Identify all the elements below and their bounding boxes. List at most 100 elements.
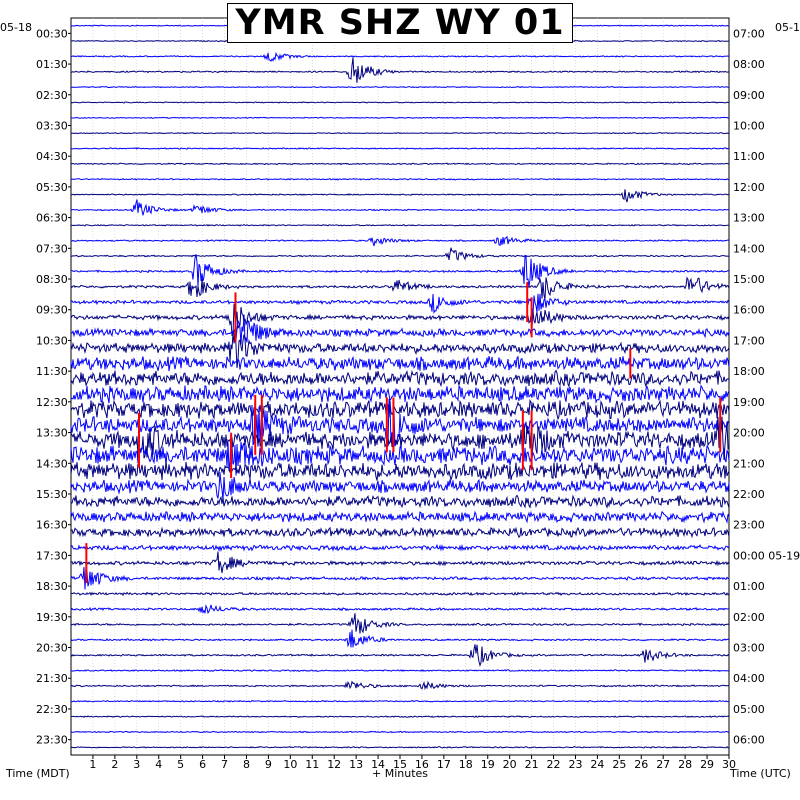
left-time-label: 07:30 (36, 242, 68, 255)
trace-row (70, 680, 730, 691)
left-time-label: 17:30 (36, 549, 68, 562)
right-time-label: 13:00 (733, 212, 765, 225)
x-tick-label: 24 (590, 758, 604, 771)
trace-row (70, 276, 730, 300)
x-tick-label: 22 (547, 758, 561, 771)
right-time-label: 10:00 (733, 119, 765, 132)
trace-row (70, 745, 729, 749)
trace-row (70, 199, 730, 216)
right-time-label: 12:00 (733, 181, 765, 194)
right-time-label: 11:00 (733, 150, 765, 163)
right-time-label: 16:00 (733, 304, 765, 317)
left-time-label: 06:30 (36, 212, 68, 225)
trace-row (70, 304, 730, 337)
trace-row (70, 57, 730, 83)
trace-row (70, 247, 730, 261)
x-tick-label: 2 (111, 758, 118, 771)
trace-row (70, 399, 730, 421)
trace-row (70, 669, 730, 673)
trace-row (70, 604, 730, 615)
trace-row (70, 510, 730, 524)
right-time-label: 17:00 (733, 334, 765, 347)
right-time-label: 23:00 (733, 519, 765, 532)
x-tick-label: 15 (393, 758, 407, 771)
trace-row (70, 51, 730, 62)
left-time-label: 05:30 (36, 181, 68, 194)
trace-row (70, 526, 730, 539)
x-tick-label: 3 (133, 758, 140, 771)
trace-row (70, 629, 730, 648)
time-labels: 00:30 01:30 02:30 03:30 04:30 05:30 06:30 07:30… (36, 27, 800, 746)
trace-row (70, 432, 730, 476)
left-time-label: 20:30 (36, 642, 68, 655)
right-time-label: 02:00 (733, 611, 765, 624)
trace-row (70, 293, 730, 315)
trace-row (70, 730, 730, 734)
right-time-label: 21:00 (733, 457, 765, 470)
x-ticks: 1 2 3 4 5 6 7 8 9 10 11 12 13 14 15 16 17 18 19 20 21 22 23 24 2… (89, 755, 736, 771)
left-time-label: 04:30 (36, 150, 68, 163)
chart-title: YMR SHZ WY 01 (227, 3, 573, 43)
trace-row (70, 384, 730, 404)
x-tick-label: 9 (265, 758, 272, 771)
trace-row (70, 101, 730, 104)
x-tick-label: 29 (700, 758, 714, 771)
trace-row (71, 85, 730, 89)
right-time-label: 20:00 (733, 427, 765, 440)
left-time-label: 09:30 (36, 304, 68, 317)
left-time-label: 11:30 (36, 365, 68, 378)
x-tick-label: 6 (199, 758, 206, 771)
trace-row (70, 355, 730, 372)
trace-row (70, 591, 730, 597)
x-tick-label: 26 (634, 758, 648, 771)
left-date-label: 05-18 (0, 21, 32, 34)
right-time-label: 18:00 (733, 365, 765, 378)
x-axis-label: + Minutes (372, 767, 429, 780)
x-tick-label: 12 (327, 758, 341, 771)
traces (70, 24, 730, 749)
right-time-label: 09:00 (733, 89, 765, 102)
right-time-label: 15:00 (733, 273, 765, 286)
trace-row (70, 494, 730, 509)
trace-row (71, 132, 730, 135)
left-time-label: 19:30 (36, 611, 68, 624)
x-tick-label: 28 (678, 758, 692, 771)
trace-row (70, 461, 730, 482)
left-time-label: 08:30 (36, 273, 68, 286)
trace-row (70, 416, 730, 461)
x-tick-label: 7 (221, 758, 228, 771)
x-tick-label: 30 (722, 758, 736, 771)
left-time-label: 01:30 (36, 58, 68, 71)
left-time-label: 14:30 (36, 457, 68, 470)
trace-row (70, 314, 730, 345)
right-time-label: 05:00 (733, 703, 765, 716)
right-time-label: 22:00 (733, 488, 765, 501)
x-tick-label: 8 (243, 758, 250, 771)
right-time-label: 08:00 (733, 58, 765, 71)
left-axis-label: Time (MDT) (6, 767, 70, 780)
x-tick-label: 4 (155, 758, 162, 771)
trace-row (70, 162, 730, 166)
trace-row (70, 398, 730, 447)
x-tick-label: 19 (481, 758, 495, 771)
plot-area (70, 17, 730, 756)
x-tick-label: 17 (437, 758, 451, 771)
x-tick-label: 21 (525, 758, 539, 771)
trace-row (70, 644, 730, 668)
trace-row (70, 235, 730, 247)
right-time-label: 06:00 (733, 734, 765, 747)
x-tick-label: 18 (459, 758, 473, 771)
x-tick-label: 23 (568, 758, 582, 771)
right-date-label-top: 05-1 (775, 21, 800, 34)
right-time-label: 01:00 (733, 580, 765, 593)
left-time-label: 18:30 (36, 580, 68, 593)
right-time-label: 07:00 (733, 27, 765, 40)
trace-row (70, 254, 730, 288)
left-time-label: 21:30 (36, 672, 68, 685)
x-tick-label: 20 (503, 758, 517, 771)
left-time-label: 16:30 (36, 519, 68, 532)
x-tick-label: 10 (283, 758, 297, 771)
left-time-label: 23:30 (36, 734, 68, 747)
left-time-label: 12:30 (36, 396, 68, 409)
